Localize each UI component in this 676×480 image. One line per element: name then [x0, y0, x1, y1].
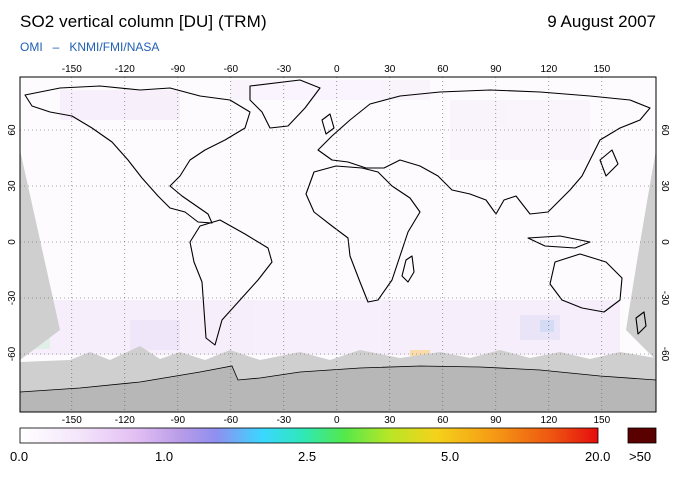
colorbar-label: 20.0	[585, 449, 610, 464]
colorbar-label: 1.0	[155, 449, 173, 464]
colorbar-gradient	[19, 427, 599, 444]
no-data-swath-east	[626, 150, 656, 360]
data-credit: OMI – KNMI/FMI/NASA	[20, 40, 159, 54]
coastline-indonesia	[527, 235, 591, 249]
lat-tick-left: 30	[7, 180, 18, 192]
coastline-eurasia	[317, 89, 651, 215]
lon-tick-bottom: -120	[115, 415, 135, 425]
coastline-uk	[321, 113, 335, 135]
coastline-australia	[549, 253, 623, 313]
map-date: 9 August 2007	[547, 12, 656, 31]
institutions-label: KNMI/FMI/NASA	[69, 40, 160, 54]
lon-tick-top: 60	[437, 64, 449, 75]
lat-tick-right: 30	[659, 180, 670, 192]
credit-separator: –	[52, 40, 60, 54]
coastline-south-america	[189, 219, 273, 346]
lon-tick-top: 150	[593, 64, 610, 75]
coastline-japan	[599, 149, 619, 177]
lon-tick-top: -150	[62, 64, 82, 75]
map-frame	[19, 76, 657, 413]
lon-tick-top: 0	[334, 64, 340, 75]
lat-tick-right: -60	[659, 347, 670, 362]
colorbar: 0.0 1.0 2.5 5.0 20.0 >50	[10, 427, 657, 464]
lon-tick-top: -60	[224, 64, 239, 75]
lon-tick-top: 30	[384, 64, 396, 75]
map-title: SO2 vertical column [DU] (TRM)	[20, 12, 267, 31]
lon-tick-bottom: 60	[437, 415, 449, 425]
coastline-africa	[305, 165, 421, 303]
so2-world-map: -150 -120 -90 -60 -30 0 30 60 90 120 150…	[7, 64, 670, 425]
coastline-madagascar	[401, 255, 415, 283]
colorbar-label: 2.5	[298, 449, 316, 464]
lon-ticks-top: -150 -120 -90 -60 -30 0 30 60 90 120 150	[62, 64, 611, 75]
lat-tick-right: 0	[659, 239, 670, 245]
colorbar-labels: 0.0 1.0 2.5 5.0 20.0 >50	[10, 449, 651, 464]
lon-tick-bottom: 120	[540, 415, 557, 425]
lon-tick-bottom: -30	[277, 415, 292, 425]
colorbar-overflow-swatch	[627, 427, 657, 444]
lat-tick-left: -60	[7, 346, 18, 361]
lat-tick-left: 0	[7, 239, 18, 245]
lon-tick-top: -90	[171, 64, 186, 75]
no-data-swath-west	[20, 150, 60, 360]
instrument-label: OMI	[20, 40, 43, 54]
colorbar-label: 5.0	[441, 449, 459, 464]
antarctica	[20, 365, 656, 412]
lat-tick-left: -30	[7, 290, 18, 305]
lon-tick-top: 90	[490, 64, 502, 75]
lon-tick-top: -30	[277, 64, 292, 75]
lon-tick-bottom: 150	[593, 415, 610, 425]
lat-tick-left: 60	[7, 124, 18, 136]
lat-ticks-left: 60 30 0 -30 -60	[7, 124, 18, 361]
lon-tick-bottom: 0	[334, 415, 340, 425]
lon-tick-bottom: 30	[384, 415, 396, 425]
lon-tick-top: -120	[115, 64, 135, 75]
colorbar-label: 0.0	[10, 449, 28, 464]
lat-tick-right: 60	[659, 124, 670, 136]
lon-tick-bottom: 90	[490, 415, 502, 425]
lon-tick-bottom: -90	[171, 415, 186, 425]
coastline-north-america	[24, 85, 251, 224]
lon-tick-bottom: -150	[62, 415, 82, 425]
coastline-greenland	[249, 79, 321, 129]
so2-speckle	[20, 80, 620, 356]
lat-ticks-right: 60 30 0 -30 -60	[659, 124, 670, 361]
coastlines	[24, 79, 651, 346]
lon-tick-bottom: -60	[224, 415, 239, 425]
coastline-new-zealand	[635, 311, 647, 335]
colorbar-overflow-label: >50	[629, 449, 651, 464]
lon-tick-top: 120	[540, 64, 557, 75]
lon-ticks-bottom: -150 -120 -90 -60 -30 0 30 60 90 120 150	[62, 415, 611, 425]
lat-tick-right: -30	[659, 291, 670, 306]
